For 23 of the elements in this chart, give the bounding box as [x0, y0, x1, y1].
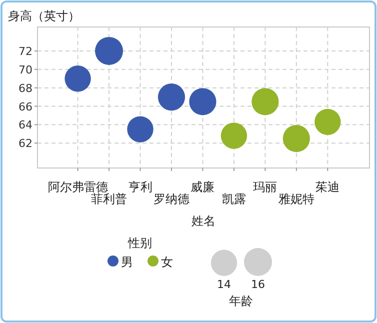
x-tick-label: 罗纳德	[153, 192, 190, 206]
y-tick-label: 62	[18, 137, 32, 150]
x-tick-label: 阿尔弗雷德	[48, 180, 108, 194]
x-tick-label: 茱迪	[316, 180, 340, 194]
legend-label: 14	[217, 278, 231, 291]
legend-label: 女	[161, 255, 173, 269]
x-tick-label: 菲利普	[91, 192, 128, 206]
y-tick-label: 70	[18, 63, 32, 76]
legend-label: 男	[121, 255, 133, 269]
x-tick-label: 亨利	[128, 180, 152, 194]
x-tick-label: 威廉	[190, 180, 215, 194]
y-tick-label: 64	[18, 118, 32, 132]
text: 年龄	[229, 294, 253, 308]
y-tick-label: 66	[18, 100, 32, 114]
legend-label: 16	[251, 278, 265, 291]
y-tick-label: 68	[18, 82, 32, 95]
y-tick-label: 72	[18, 44, 32, 58]
legend-title: 性别	[127, 236, 152, 250]
x-tick-label: 玛丽	[253, 180, 278, 194]
x-tick-label: 凯露	[222, 192, 246, 206]
x-tick-label: 雅妮特	[278, 192, 314, 206]
x-axis-title: 姓名	[192, 214, 216, 228]
y-axis-title: 身高（英寸）	[8, 9, 80, 23]
